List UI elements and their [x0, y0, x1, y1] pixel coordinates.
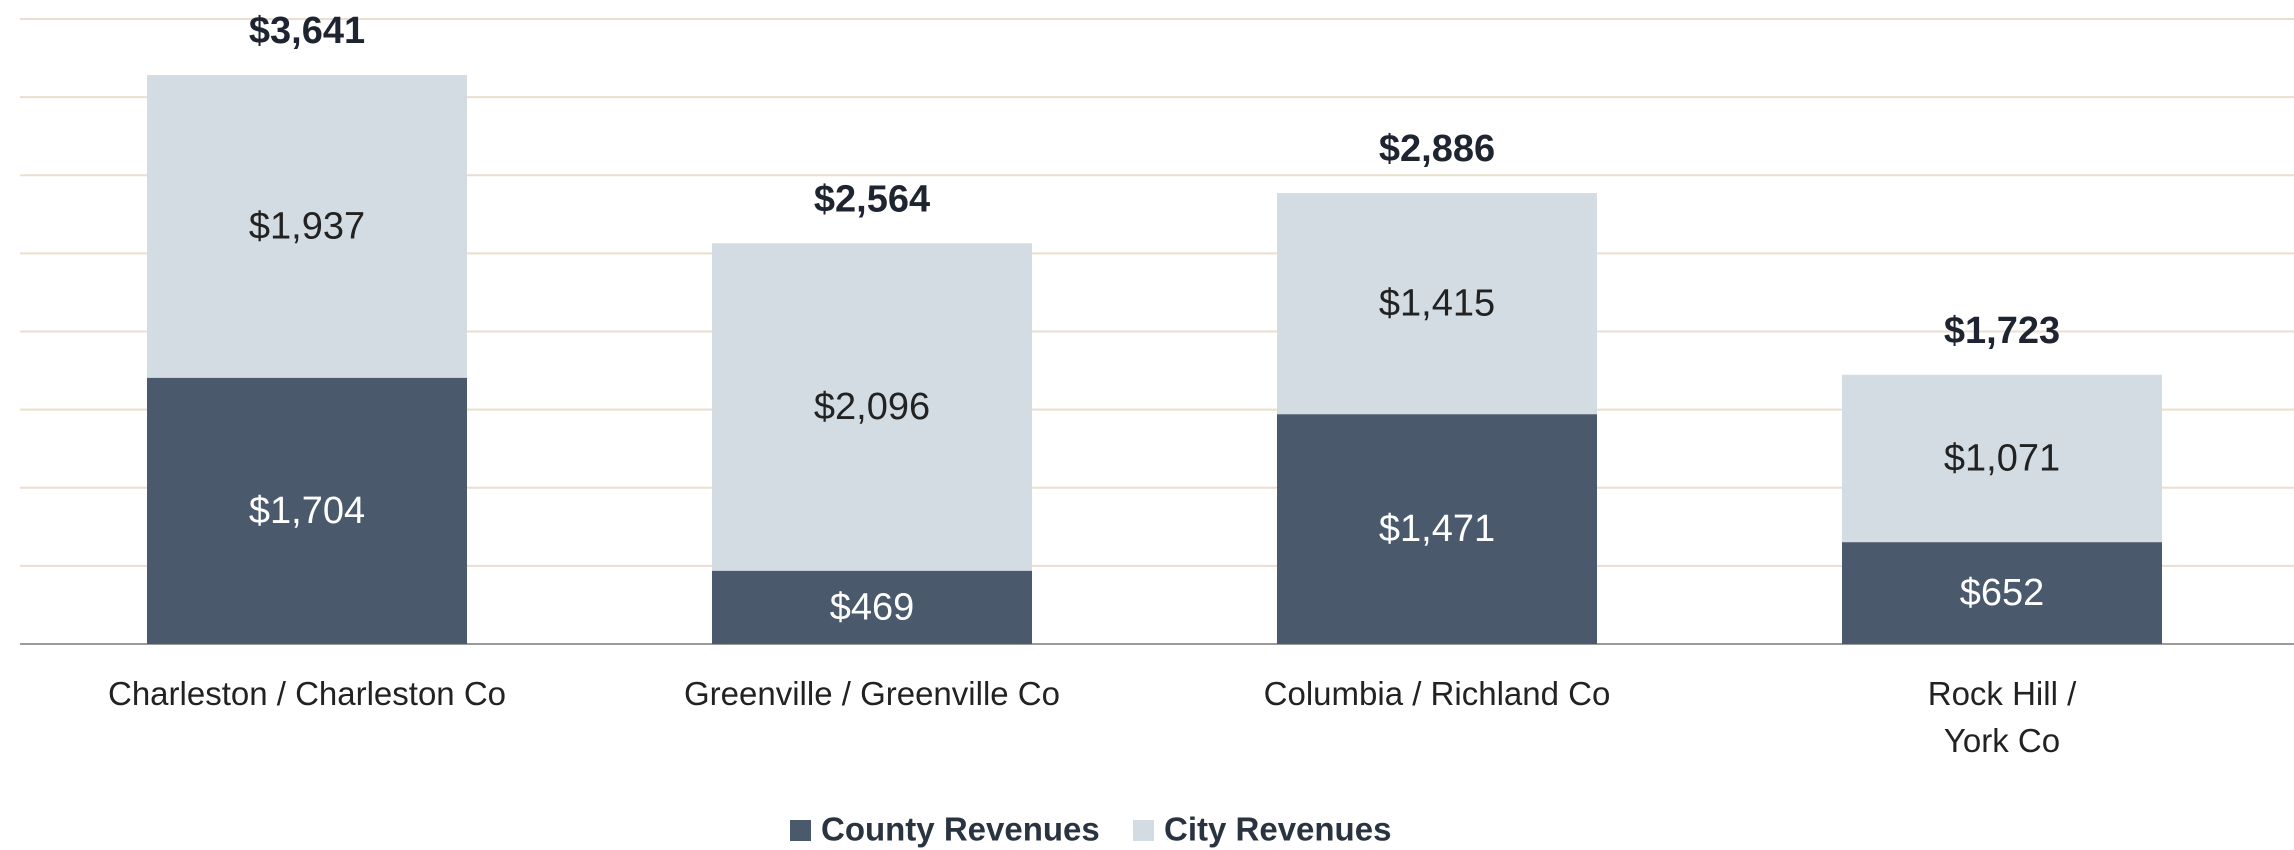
total-label: $1,723: [1944, 310, 2060, 352]
bar-segment: [712, 570, 1032, 644]
total-label: $2,886: [1379, 128, 1495, 170]
legend-swatch: [1133, 820, 1154, 841]
value-label: $1,937: [249, 205, 365, 247]
total-label: $2,564: [814, 178, 930, 220]
legend-label: County Revenues: [821, 811, 1100, 848]
x-tick-label: Greenville / Greenville Co: [684, 675, 1060, 712]
legend-label: City Revenues: [1164, 811, 1391, 848]
x-tick-label: Charleston / Charleston Co: [107, 675, 507, 712]
bar-segment: [712, 243, 1032, 571]
x-tick-label: Columbia / Richland Co: [1263, 675, 1611, 712]
legend-swatch: [790, 820, 811, 841]
bar-segment: [147, 377, 467, 644]
value-label: $652: [1960, 572, 2045, 614]
value-label: $1,471: [1379, 508, 1495, 550]
bar-segment: [147, 75, 467, 378]
value-label: $1,415: [1379, 283, 1495, 325]
value-label: $2,096: [814, 386, 930, 428]
bar-segment: [1277, 193, 1597, 415]
total-label: $3,641: [249, 10, 365, 52]
bar-segment: [1842, 374, 2162, 543]
bar-segment: [1277, 414, 1597, 644]
value-label: $1,704: [249, 490, 365, 532]
value-label: $1,071: [1944, 437, 2060, 479]
x-tick-label: Rock Hill / York Co: [1927, 675, 2077, 759]
value-label: $469: [830, 586, 915, 628]
bar-segment: [1842, 542, 2162, 644]
